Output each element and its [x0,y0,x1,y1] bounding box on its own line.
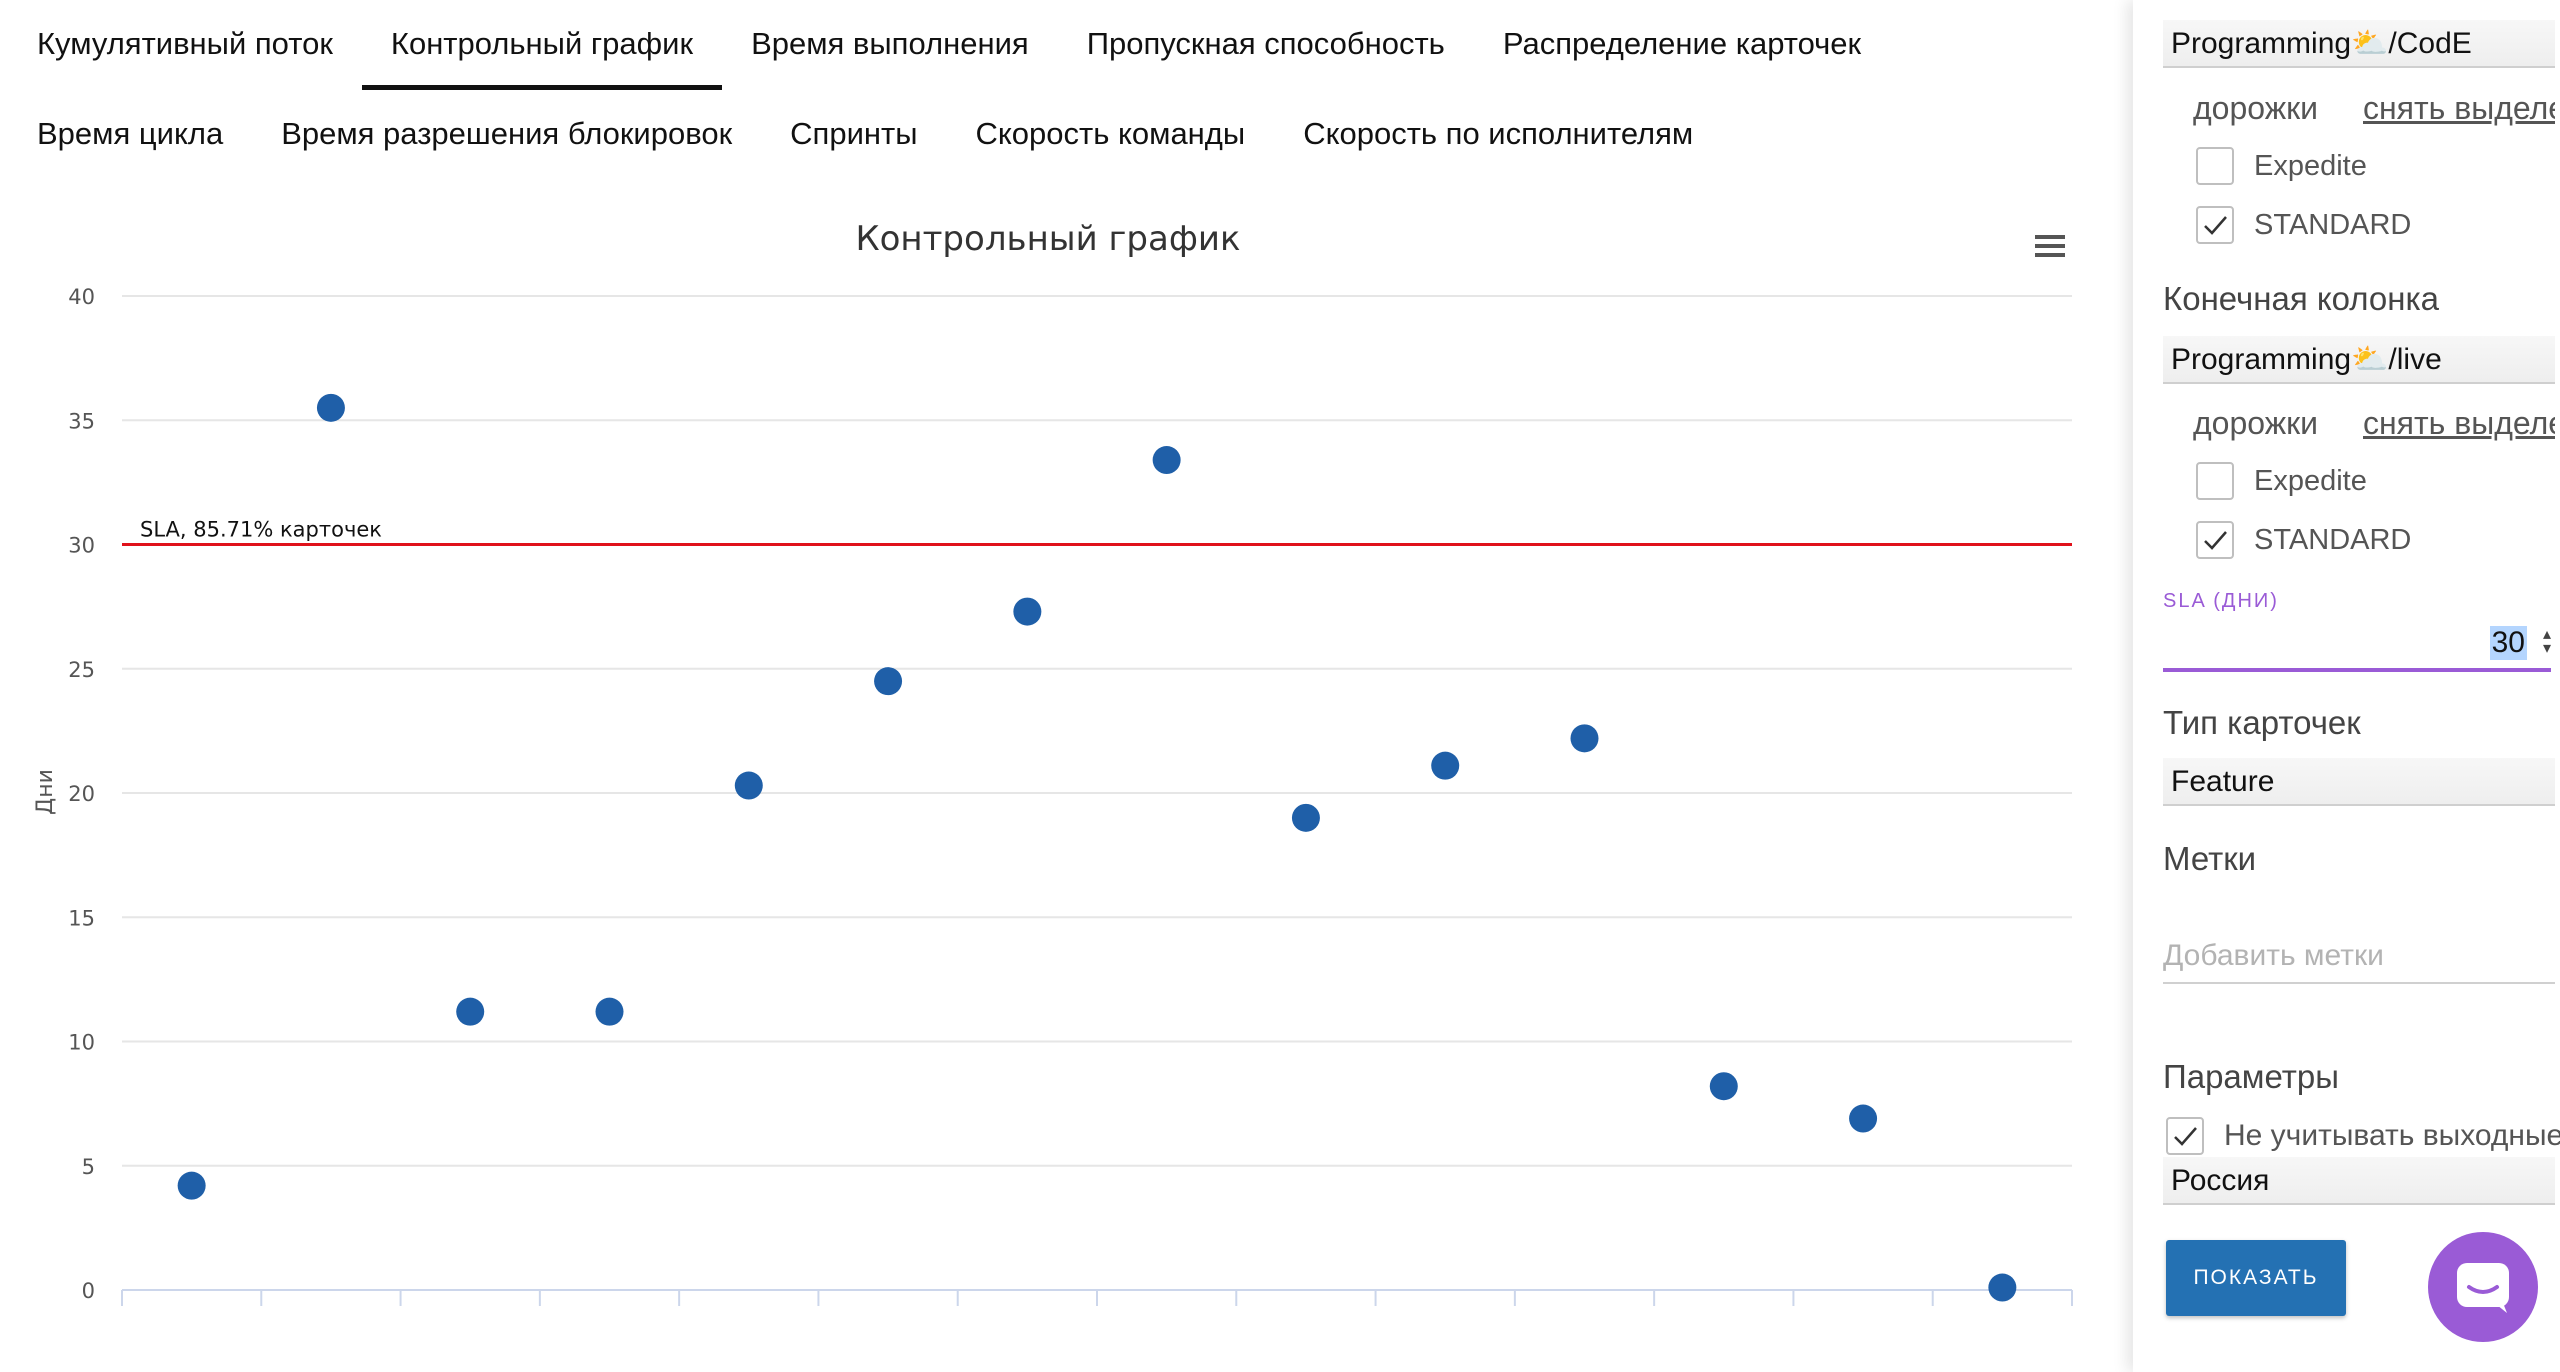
x-axis-ticks [121,1290,2073,1306]
sla-days-input[interactable]: 30 ▴ ▾ [2163,620,2551,672]
checkbox-checked[interactable] [2166,1117,2204,1155]
country-select[interactable]: Россия [2163,1157,2555,1205]
tab-team-velocity[interactable]: Скорость команды [975,116,1246,151]
chat-icon [2457,1263,2509,1313]
tab-control-chart[interactable]: Контрольный график [361,0,723,90]
data-point [1013,597,1042,626]
checkbox[interactable] [2196,462,2234,500]
tags-field[interactable] [2163,930,2555,984]
checkbox-label: Expedite [2254,464,2367,497]
checkbox-label: STANDARD [2254,523,2412,556]
checkbox-checked[interactable] [2196,206,2234,244]
tab-lead-time[interactable]: Время выполнения [751,26,1029,61]
card-type-select[interactable]: Feature [2163,758,2555,806]
end-unselect-link[interactable]: снять выделение [2363,405,2555,441]
end-lane-expedite[interactable]: Expedite [2196,460,2367,502]
sla-value: 30 [2489,626,2527,660]
y-tick-label: 35 [68,409,95,433]
start-lane-standard[interactable]: STANDARD [2196,204,2411,246]
data-point [1570,724,1599,753]
end-lanes-label: дорожки [2193,405,2318,441]
chat-widget-button[interactable] [2428,1232,2538,1342]
data-point [734,771,763,800]
show-button[interactable]: ПОКАЗАТЬ [2166,1240,2346,1316]
chart-menu-icon[interactable] [2035,235,2065,257]
y-tick-label: 25 [68,658,95,682]
y-tick-label: 10 [68,1031,95,1055]
tags-input[interactable] [2163,939,2555,973]
checkbox-label: Не учитывать выходные [2224,1119,2560,1152]
start-lane-expedite[interactable]: Expedite [2196,145,2367,187]
y-tick-label: 15 [68,906,95,930]
tab-assignee-velocity[interactable]: Скорость по исполнителям [1303,116,1694,151]
data-point [1988,1273,2017,1302]
start-column-select[interactable]: Programming⛅/CodE [2163,20,2555,68]
checkbox-label: STANDARD [2254,208,2412,241]
end-column-select[interactable]: Programming⛅/live [2163,336,2555,384]
data-point [1152,446,1181,475]
sla-caption: SLA (ДНИ) [2163,590,2279,612]
sla-label: SLA, 85.71% карточек [140,518,382,542]
checkmark-icon [2174,1127,2197,1146]
tab-sprints[interactable]: Спринты [790,116,918,151]
sla-line-group: SLA, 85.71% карточек [122,518,2072,546]
spinner-icon[interactable]: ▴ ▾ [2542,626,2551,657]
tab-cumulative-flow[interactable]: Кумулятивный поток [37,26,333,61]
data-point [1709,1072,1738,1101]
checkbox[interactable] [2196,147,2234,185]
tab-card-distribution[interactable]: Распределение карточек [1502,26,1862,61]
data-points [177,393,2017,1302]
data-point [595,997,624,1026]
y-tick-label: 5 [82,1155,95,1179]
checkbox-checked[interactable] [2196,521,2234,559]
y-tick-label: 40 [68,285,95,309]
data-point [1849,1104,1878,1133]
y-axis-ticks: 0 5 10 15 20 25 30 35 40 [68,285,95,1303]
control-chart: Контрольный график Дни 0510152025303540 … [33,219,2073,1306]
tags-label: Метки [2163,840,2257,877]
end-column-label: Конечная колонка [2163,280,2440,317]
tab-block-resolution-time[interactable]: Время разрешения блокировок [281,116,733,151]
filter-sidebar: Programming⛅/CodE дорожки снять выделени… [2133,0,2560,1372]
chart-title: Контрольный график [855,219,1240,259]
card-type-label: Тип карточек [2163,704,2361,741]
checkmark-icon [2204,216,2227,235]
end-lane-standard[interactable]: STANDARD [2196,519,2411,561]
data-point [456,997,485,1026]
chart-gridlines [122,295,2072,1291]
tab-throughput[interactable]: Пропускная способность [1086,26,1445,61]
data-point [1431,751,1460,780]
checkbox-label: Expedite [2254,149,2367,182]
tab-cycle-time[interactable]: Время цикла [37,116,224,151]
data-point [316,393,345,422]
y-axis-label: Дни [33,769,58,815]
tab-row-2: Время цикла Время разрешения блокировок … [8,90,1722,178]
start-lanes-label: дорожки [2193,90,2318,126]
y-tick-label: 0 [82,1279,95,1303]
tab-row-1: Кумулятивный поток Контрольный график Вр… [8,0,1890,90]
data-point [874,667,903,696]
data-point [1291,803,1320,832]
start-unselect-link[interactable]: снять выделение [2363,90,2555,126]
exclude-weekends-toggle[interactable]: Не учитывать выходные [2166,1115,2560,1157]
params-label: Параметры [2163,1058,2339,1095]
checkmark-icon [2204,531,2227,550]
y-tick-label: 30 [68,534,95,558]
y-tick-label: 20 [68,782,95,806]
data-point [177,1171,206,1200]
